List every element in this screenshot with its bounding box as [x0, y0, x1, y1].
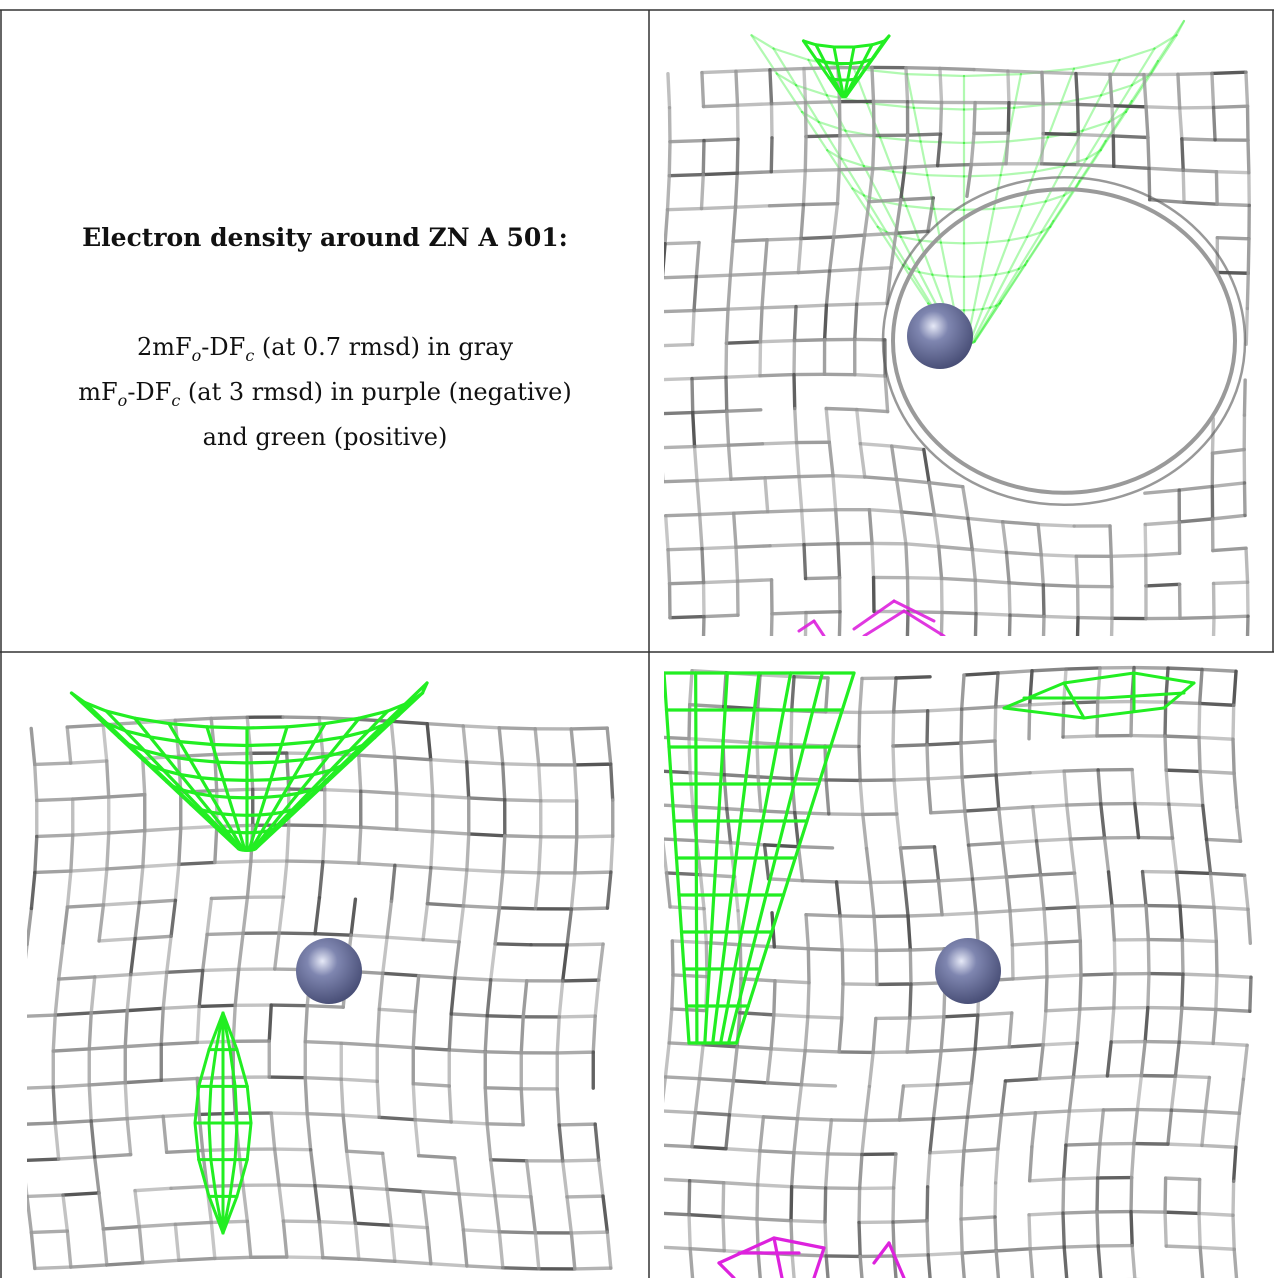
difference-density-positive-top: [801, 34, 891, 99]
density-render-top-right: [664, 19, 1251, 636]
caption-title: Electron density around ZN A 501:: [82, 223, 568, 252]
legend-text: (at 0.7 rmsd) in gray: [254, 333, 514, 361]
caption-cell: Electron density around ZN A 501: 2mFo-D…: [2, 11, 648, 651]
density-ring: [891, 187, 1237, 495]
caption-legend: 2mFo-DFc (at 0.7 rmsd) in gray mFo-DFc (…: [2, 329, 648, 455]
legend-line-difference: mFo-DFc (at 3 rmsd) in purple (negative): [2, 374, 648, 419]
legend-line-green: and green (positive): [202, 422, 448, 451]
view-bottom-left: [27, 653, 633, 1278]
difference-density-negative: [717, 1236, 906, 1278]
difference-density-positive-left: [664, 671, 856, 1045]
density-ring: [881, 175, 1247, 507]
legend-text: mF: [78, 377, 118, 406]
zinc-atom-sphere: [935, 938, 1001, 1004]
legend-subscript: c: [245, 345, 255, 365]
difference-density-positive-upper: [69, 681, 429, 852]
zinc-atom-sphere: [296, 938, 362, 1004]
difference-density-positive-top: [1002, 671, 1196, 720]
legend-text: (at 3 rmsd) in purple (negative): [180, 377, 572, 406]
legend-line-gray: 2mFo-DFc (at 0.7 rmsd) in gray: [2, 329, 648, 374]
view-top-right: [664, 11, 1272, 636]
legend-subscript: o: [117, 390, 128, 410]
difference-density-positive-lower: [193, 1011, 253, 1235]
zinc-atom-sphere: [907, 303, 973, 369]
view-bottom-right: [664, 653, 1272, 1278]
legend-text: 2mF: [136, 333, 192, 361]
legend-text: -DF: [127, 377, 172, 406]
legend-text: -DF: [201, 333, 246, 361]
legend-subscript: o: [191, 345, 202, 365]
density-mesh-gray: [27, 715, 615, 1271]
legend-subscript: c: [171, 390, 181, 410]
density-render-bottom-left: [27, 681, 615, 1271]
density-mesh-gray: [664, 665, 1253, 1278]
difference-density-negative: [797, 599, 946, 636]
density-render-bottom-right: [664, 665, 1253, 1278]
